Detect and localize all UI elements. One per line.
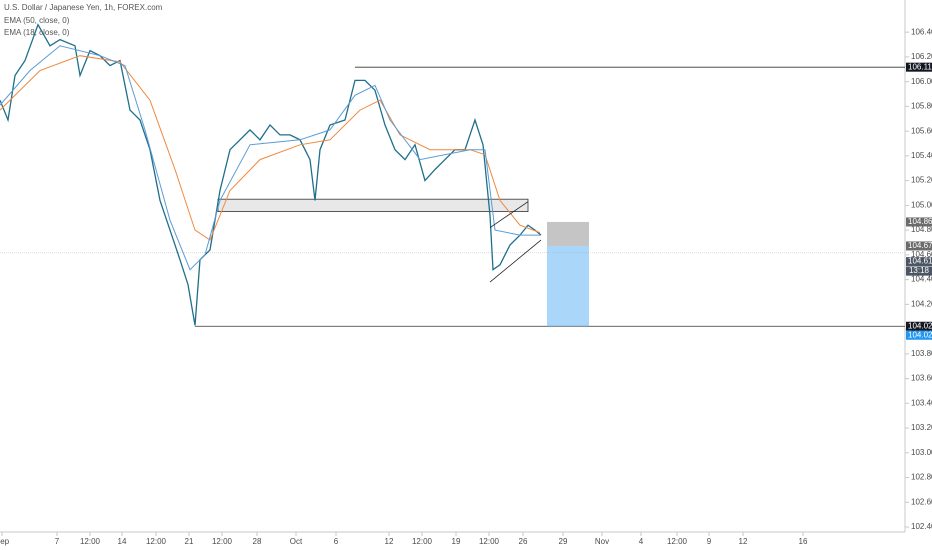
- x-tick-label: 7: [55, 537, 60, 546]
- x-tick-label: 12:00: [667, 537, 688, 546]
- x-tick-label: Nov: [595, 537, 609, 546]
- ema-line: [0, 55, 541, 241]
- y-tick-label: 102.400: [911, 522, 932, 531]
- y-tick-label: 104.800: [911, 225, 932, 234]
- y-tick-label: 106.200: [911, 52, 932, 61]
- x-tick-label: 12:00: [412, 537, 433, 546]
- x-tick-label: Oct: [290, 537, 303, 546]
- price-label: 104.023: [908, 321, 932, 330]
- y-tick-label: 104.400: [911, 275, 932, 284]
- y-tick-label: 104.600: [911, 250, 932, 259]
- x-tick-label: 19: [452, 537, 461, 546]
- price-label-bg: [906, 321, 932, 331]
- x-tick-label: 21: [185, 537, 194, 546]
- channel-line: [489, 239, 542, 283]
- y-tick-label: 103.600: [911, 374, 932, 383]
- x-tick-label: 12: [739, 537, 748, 546]
- x-tick-label: 16: [799, 537, 808, 546]
- x-tick-label: 12: [385, 537, 394, 546]
- y-tick-label: 103.800: [911, 349, 932, 358]
- price-label-bg: [906, 241, 932, 251]
- zone: [217, 198, 529, 212]
- y-tick-label: 105.400: [911, 151, 932, 160]
- price-label-bg: [906, 330, 932, 340]
- price-label: 104.618: [908, 257, 932, 266]
- y-tick-label: 105.000: [911, 200, 932, 209]
- x-tick-label: 12:00: [146, 537, 167, 546]
- x-tick-label: 26: [519, 537, 528, 546]
- y-tick-label: 102.600: [911, 497, 932, 506]
- price-label: 104.866: [908, 217, 932, 226]
- x-tick-label: 12:00: [80, 537, 101, 546]
- y-tick-label: 103.400: [911, 398, 932, 407]
- stop-zone: [547, 221, 589, 246]
- x-tick-label: 29: [559, 537, 568, 546]
- x-tick-label: 6: [334, 537, 339, 546]
- ema-line: [0, 45, 540, 271]
- x-tick-label: 4: [639, 537, 644, 546]
- y-tick-label: 105.600: [911, 126, 932, 135]
- legend-entry: EMA (18, close, 0): [4, 28, 70, 37]
- chart-title: U.S. Dollar / Japanese Yen, 1h, FOREX.co…: [4, 3, 163, 12]
- countdown: 13:18: [909, 266, 930, 275]
- x-tick-label: 12:00: [212, 537, 233, 546]
- x-tick-label: 9: [707, 537, 712, 546]
- price-label-bg: [906, 62, 932, 72]
- y-tick-label: 103.000: [911, 448, 932, 457]
- y-tick-label: 105.200: [911, 176, 932, 185]
- y-tick-label: 106.000: [911, 77, 932, 86]
- target-zone: [547, 245, 589, 327]
- y-tick-label: 104.200: [911, 299, 932, 308]
- y-tick-label: 105.800: [911, 102, 932, 111]
- price-label: 104.672: [908, 241, 932, 250]
- x-tick-label: 14: [118, 537, 127, 546]
- x-tick-label: Sep: [0, 537, 10, 546]
- channel-line: [489, 201, 529, 228]
- x-tick-label: 12:00: [479, 537, 500, 546]
- legend-entry: EMA (50, close, 0): [4, 16, 70, 25]
- y-tick-label: 102.800: [911, 473, 932, 482]
- x-tick-label: 28: [253, 537, 262, 546]
- price-label: 106.117: [908, 62, 932, 71]
- price-line: [0, 23, 542, 326]
- price-label-bg: [906, 217, 932, 227]
- price-label-bg: [906, 257, 932, 267]
- price-label: 104.023: [908, 330, 932, 339]
- countdown-bg: [906, 266, 932, 276]
- y-tick-label: 103.200: [911, 423, 932, 432]
- y-tick-label: 106.400: [911, 27, 932, 36]
